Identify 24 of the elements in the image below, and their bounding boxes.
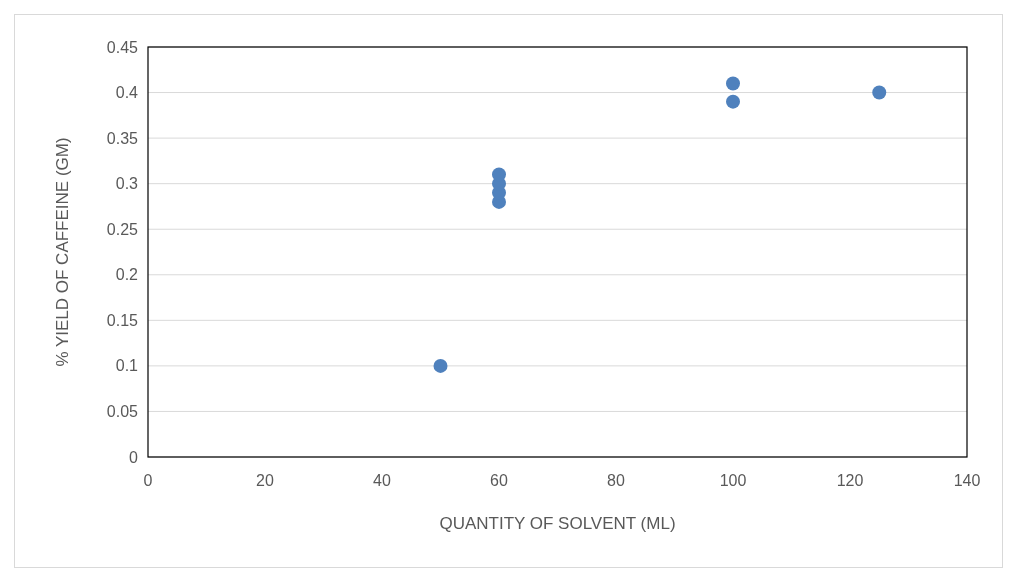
y-tick-label: 0.15: [106, 311, 139, 329]
y-tick-label: 0.35: [106, 129, 139, 147]
y-tick-label: 0.4: [115, 84, 139, 102]
x-tick-label: 140: [953, 472, 981, 489]
x-axis-title: QUANTITY OF SOLVENT (ML): [439, 514, 676, 533]
point: [433, 358, 448, 373]
y-tick-label: 0.25: [106, 220, 139, 238]
x-tick-label: 120: [836, 472, 864, 489]
x-tick-label: 80: [607, 472, 625, 489]
y-tick-label: 0: [129, 448, 139, 466]
x-tick-label: 100: [719, 472, 747, 489]
x-tick-label: 20: [256, 472, 274, 489]
y-tick-label: 0.3: [115, 175, 139, 193]
y-tick-label: 0.2: [115, 266, 139, 284]
y-tick-label: 0.1: [115, 357, 139, 375]
y-tick-label: 0.45: [106, 38, 139, 56]
point: [872, 85, 887, 100]
point: [726, 76, 740, 91]
point: [726, 94, 740, 109]
y-axis-title: % YIELD OF CAFFEINE (GM): [53, 137, 72, 367]
x-tick-label: 40: [373, 472, 391, 489]
x-tick-label: 60: [490, 472, 508, 489]
x-tick-label: 0: [143, 472, 153, 489]
y-tick-label: 0.05: [106, 403, 139, 421]
